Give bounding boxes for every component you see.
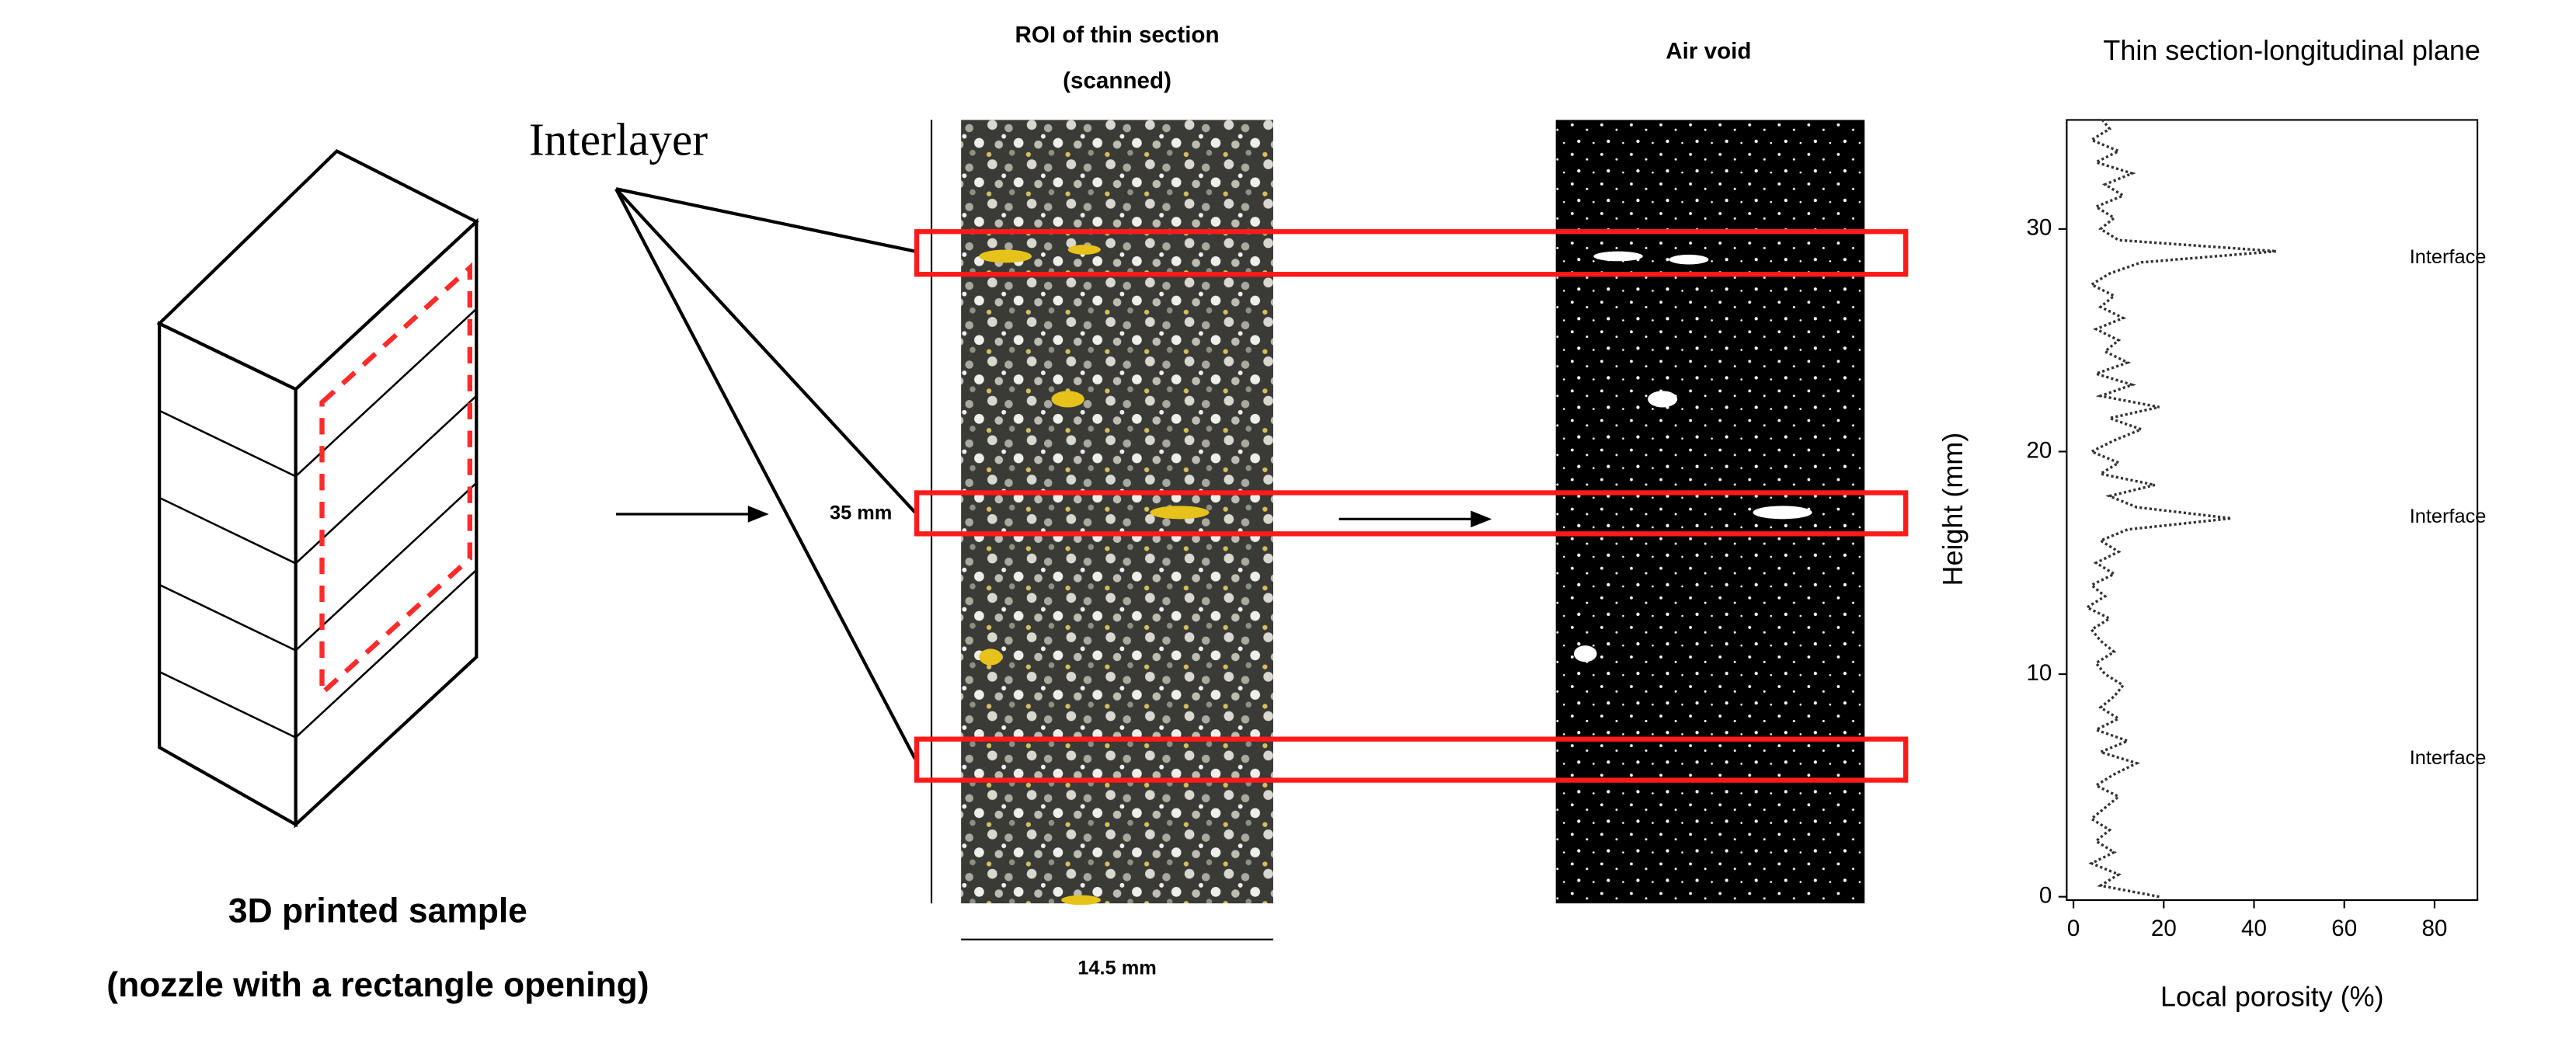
pointer-line (614, 188, 917, 760)
annotation: Interface (2410, 506, 2487, 527)
box-left (158, 321, 298, 828)
layer-lines (158, 308, 478, 739)
annotation: Interface (2410, 246, 2487, 268)
pointer-lines (614, 187, 917, 760)
dimension-lines (931, 120, 1273, 940)
height-label: 35 mm (830, 502, 892, 524)
porosity-line (2084, 116, 2277, 899)
scan-image (961, 120, 1273, 904)
yellow-void (1150, 506, 1210, 520)
large-void (1669, 254, 1709, 265)
x-tick-label: 20 (2151, 916, 2177, 941)
large-void (1593, 251, 1643, 262)
width-label: 14.5 mm (1077, 957, 1157, 979)
y-tick-label: 20 (2026, 437, 2052, 463)
scan-title: (scanned) (1063, 68, 1171, 94)
x-tick-label: 40 (2241, 916, 2267, 941)
layer-line (158, 395, 478, 565)
interface-box (914, 736, 1909, 783)
section-outline (319, 262, 473, 699)
large-void (1753, 506, 1812, 520)
yellow-void (1067, 245, 1101, 255)
sample-label: 3D printed sample (228, 892, 527, 930)
large-void (1648, 391, 1678, 408)
arrow-head (1471, 510, 1492, 528)
yellow-void (1061, 895, 1101, 906)
y-tick-label: 0 (2039, 882, 2052, 908)
x-axis-label: Local porosity (%) (2160, 980, 2384, 1012)
yellow-void (1051, 391, 1084, 408)
y-tick-label: 30 (2026, 215, 2052, 241)
y-tick-label: 10 (2026, 660, 2052, 686)
porosity-chart: Thin section-longitudinal plane Local po… (1937, 34, 2486, 1012)
air-void-image (1555, 120, 1865, 904)
yellow-void (979, 648, 1003, 666)
pointer-line (615, 187, 916, 253)
arrow-head (747, 506, 769, 523)
x-tick-label: 60 (2331, 916, 2357, 941)
yellow-voids (979, 245, 1210, 906)
arrows (616, 506, 1492, 528)
plot-frame (2066, 119, 2479, 902)
interface-box (914, 229, 1909, 277)
pointer-line (614, 187, 917, 514)
interface-boxes (914, 229, 1909, 783)
sample-box (156, 149, 479, 829)
y-axis-label: Height (mm) (1937, 433, 1969, 586)
interlayer-label: Interlayer (529, 114, 708, 165)
layer-line (158, 568, 478, 739)
x-tick-label: 80 (2421, 916, 2447, 941)
layer-line (158, 482, 478, 652)
box-right (294, 217, 479, 829)
large-void (1573, 645, 1597, 662)
layer-line (158, 308, 478, 478)
chart-title: Thin section-longitudinal plane (2103, 34, 2480, 66)
sample-caption: (nozzle with a rectangle opening) (106, 966, 649, 1004)
annotation: Interface (2410, 747, 2487, 769)
large-voids (1573, 251, 1812, 662)
yellow-void (979, 249, 1032, 263)
air-void-title: Air void (1666, 39, 1751, 64)
x-tick-label: 0 (2067, 916, 2080, 941)
interface-box (914, 490, 1909, 537)
scan-title: ROI of thin section (1015, 22, 1220, 47)
